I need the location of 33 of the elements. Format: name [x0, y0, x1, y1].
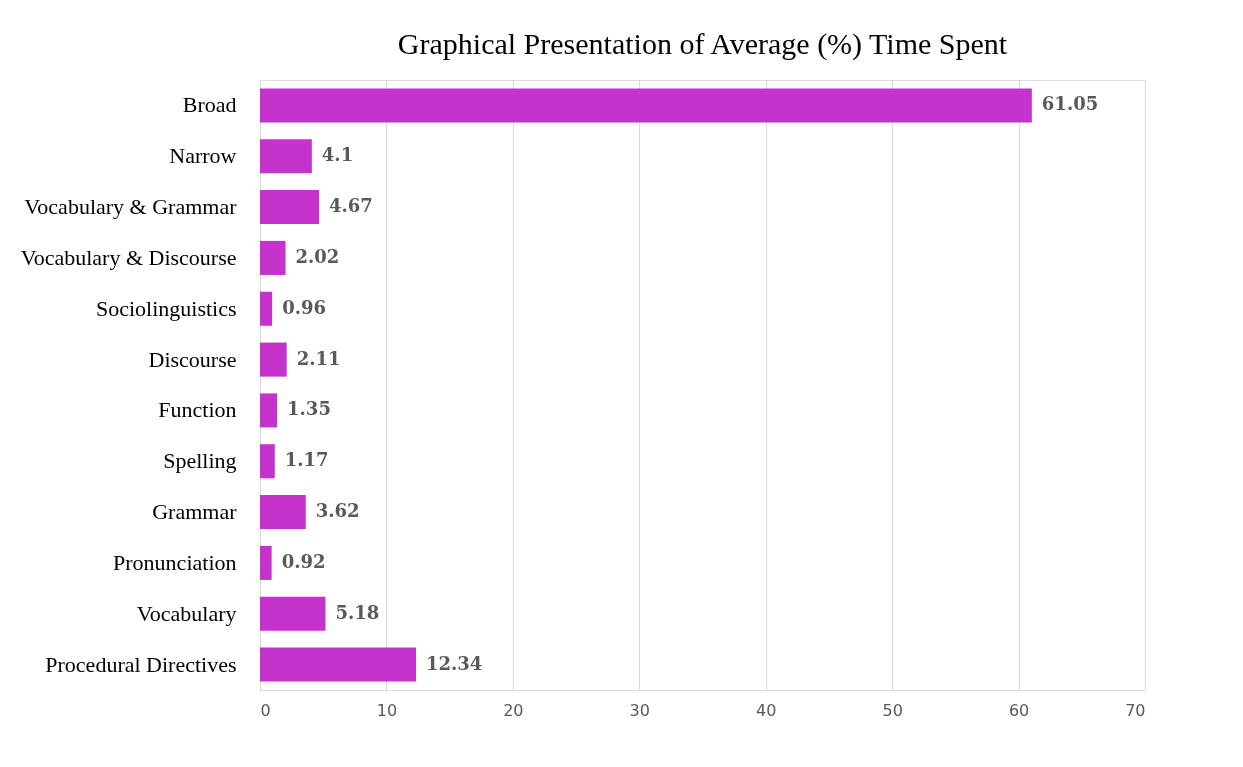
x-tick-label: 60 — [1008, 700, 1030, 720]
x-tick-label: 30 — [629, 700, 650, 720]
y-tick-label: Spelling — [163, 448, 237, 474]
data-label: 0.96 — [282, 296, 326, 318]
x-tick-label: 10 — [376, 700, 398, 720]
x-tick-label: 0 — [260, 700, 271, 720]
data-label: 1.17 — [284, 449, 329, 471]
data-label: 4.67 — [329, 195, 373, 217]
y-tick-label: Discourse — [148, 346, 237, 372]
x-tick-label: 20 — [503, 700, 524, 720]
y-tick-label: Vocabulary & Grammar — [24, 194, 238, 220]
y-tick-label: Vocabulary & Discourse — [20, 244, 237, 270]
data-label: 0.92 — [281, 550, 326, 572]
data-label: 4.1 — [321, 144, 354, 166]
y-tick-label: Vocabulary — [136, 600, 237, 626]
x-tick-label: 50 — [882, 700, 903, 720]
x-tick-label: 70 — [1125, 700, 1146, 720]
y-tick-label: Grammar — [152, 499, 238, 525]
y-tick-label: Broad — [182, 92, 237, 118]
data-label: 2.02 — [295, 245, 340, 267]
data-label: 3.62 — [315, 500, 360, 522]
y-tick-label: Narrow — [169, 143, 237, 169]
data-label: 2.11 — [296, 347, 341, 369]
y-tick-label: Function — [158, 397, 237, 423]
data-label: 5.18 — [335, 601, 380, 623]
data-label: 61.05 — [1041, 93, 1099, 115]
data-label: 12.34 — [426, 652, 483, 674]
y-tick-label: Sociolinguistics — [95, 295, 237, 321]
data-label: 1.35 — [287, 398, 331, 420]
y-tick-label: Pronunciation — [113, 549, 237, 575]
chart-title: Graphical Presentation of Average (%) Time Spent — [397, 27, 1008, 61]
x-tick-label: 40 — [756, 700, 777, 720]
y-tick-label: Procedural Directives — [45, 651, 237, 677]
